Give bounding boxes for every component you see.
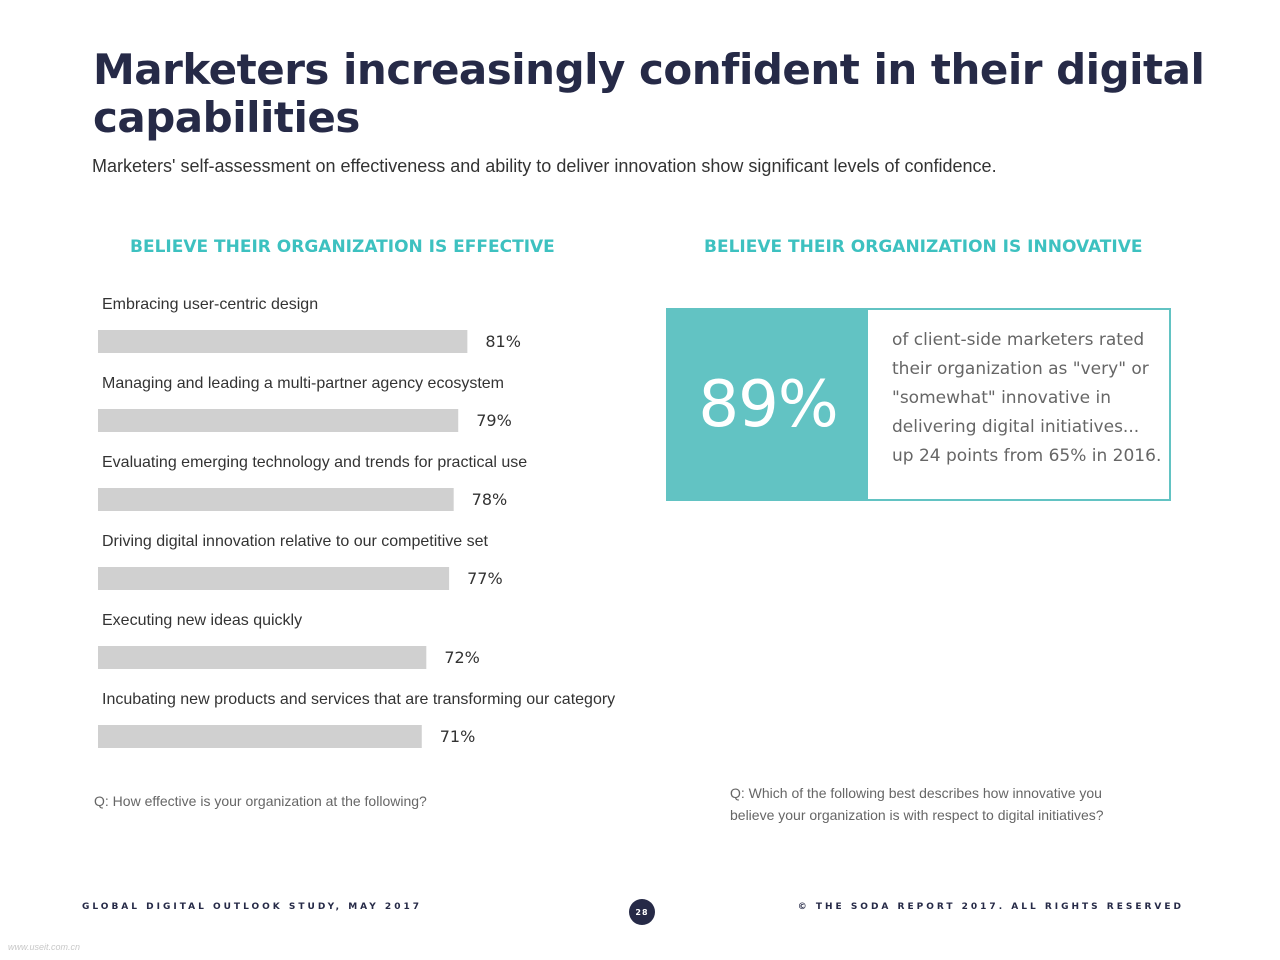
category-label: Driving digital innovation relative to o… — [102, 533, 489, 550]
bar — [98, 409, 459, 432]
effectiveness-bar-chart: Embracing user-centric design 81% Managing… — [98, 296, 615, 748]
watermark: www.useit.com.cn — [8, 942, 81, 952]
innovative-section-heading: BELIEVE THEIR ORGANIZATION IS INNOVATIVE — [704, 237, 1143, 257]
value-label: 79% — [476, 411, 512, 430]
page-number: 28 — [629, 899, 655, 925]
effective-section-heading: BELIEVE THEIR ORGANIZATION IS EFFECTIVE — [130, 237, 555, 257]
innovation-question: Q: Which of the following best describes… — [730, 785, 1104, 823]
bar — [98, 567, 450, 590]
effectiveness-question: Q: How effective is your organization at… — [94, 793, 427, 809]
stat-highlight: 89% — [668, 310, 868, 499]
category-label: Evaluating emerging technology and trend… — [102, 454, 527, 471]
innovation-stat-value: 89% — [698, 367, 838, 442]
bar — [98, 330, 468, 353]
innovation-stat-box: 89% of client-side marketers rated their… — [666, 308, 1171, 501]
innovation-stat-description: of client-side marketers rated their org… — [892, 330, 1162, 466]
footer-study-name: GLOBAL DIGITAL OUTLOOK STUDY, MAY 2017 — [82, 902, 422, 912]
bar — [98, 725, 422, 748]
footer-copyright: © THE SODA REPORT 2017. ALL RIGHTS RESER… — [797, 902, 1184, 912]
value-label: 72% — [444, 648, 480, 667]
value-label: 71% — [440, 727, 476, 746]
bar — [98, 646, 427, 669]
value-label: 78% — [472, 490, 508, 509]
category-label: Managing and leading a multi-partner age… — [102, 375, 504, 392]
value-label: 77% — [467, 569, 503, 588]
category-label: Embracing user-centric design — [102, 296, 318, 313]
bar — [98, 488, 454, 511]
category-label: Incubating new products and services tha… — [102, 691, 615, 708]
page-subtitle: Marketers' self-assessment on effectiven… — [92, 156, 997, 176]
value-label: 81% — [485, 332, 521, 351]
page-title: Marketers increasingly confident in thei… — [93, 45, 1205, 142]
category-label: Executing new ideas quickly — [102, 612, 302, 629]
